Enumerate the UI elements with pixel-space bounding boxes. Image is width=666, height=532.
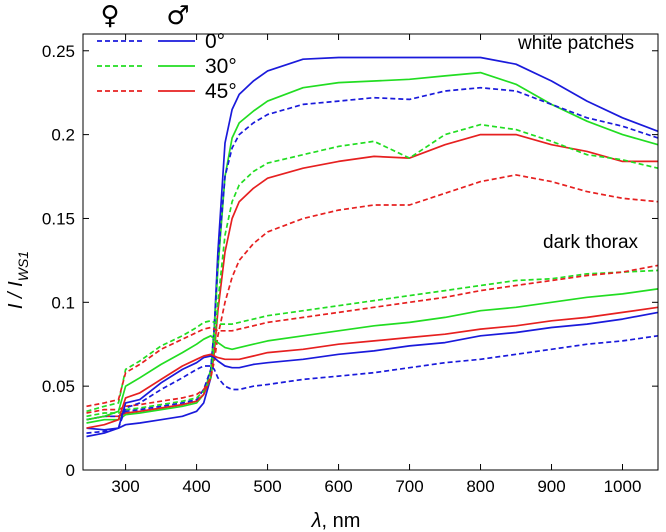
series-line-12 (86, 264, 659, 408)
series-line-7 (86, 311, 659, 438)
x-tick-label: 400 (182, 477, 210, 496)
axes (82, 33, 659, 471)
x-axis-symbol: λ (311, 510, 322, 532)
series-layer (86, 56, 659, 438)
y-tick-label: 0.25 (42, 42, 75, 61)
x-tick-label: 800 (466, 477, 494, 496)
x-axis-title: λ, nm (311, 510, 361, 532)
series-line-3 (86, 133, 658, 421)
series-line-5 (86, 123, 659, 418)
series-line-8 (86, 288, 659, 421)
y-axis-title: I / IWS1 (5, 251, 31, 309)
x-tick-label: 300 (111, 477, 139, 496)
axes-frame (82, 33, 659, 471)
x-tick-label: 900 (537, 477, 565, 496)
male-symbol-icon: ♂ (166, 1, 189, 31)
y-tick-label: 0.15 (42, 209, 75, 228)
x-tick-label: 600 (324, 477, 352, 496)
x-tick-label: 700 (395, 477, 423, 496)
female-symbol-icon: ♀ (100, 1, 119, 31)
x-axis-unit: , nm (321, 510, 360, 532)
series-line-1 (86, 56, 659, 431)
legend: ♀ ♂ 0°30°45° (97, 1, 237, 103)
x-tick-label: 500 (253, 477, 281, 496)
y-axis-subscript: WS1 (15, 251, 31, 281)
y-tick-label: 0.2 (51, 126, 75, 145)
y-tick-label: 0.1 (51, 293, 75, 312)
series-line-9 (86, 306, 659, 429)
series-line-11 (86, 269, 659, 413)
series-line-2 (86, 71, 659, 424)
legend-label: 0° (205, 30, 225, 53)
series-line-10 (86, 334, 659, 434)
y-tick-label: 0 (66, 461, 75, 480)
legend-label: 30° (205, 55, 237, 78)
x-tick-label: 1000 (604, 477, 642, 496)
annotation-dark-thorax: dark thorax (543, 232, 639, 253)
y-axis-main: I / I (5, 281, 27, 309)
tick-labels: 300 400 500 600 700 800 900 1000 0 0.05 0.1 0.15 0.2… (42, 42, 642, 496)
series-line-4 (86, 86, 659, 421)
y-tick-label: 0.05 (42, 377, 75, 396)
series-line-6 (86, 174, 659, 414)
annotation-white-patches: white patches (517, 33, 634, 54)
legend-label: 45° (205, 80, 237, 103)
